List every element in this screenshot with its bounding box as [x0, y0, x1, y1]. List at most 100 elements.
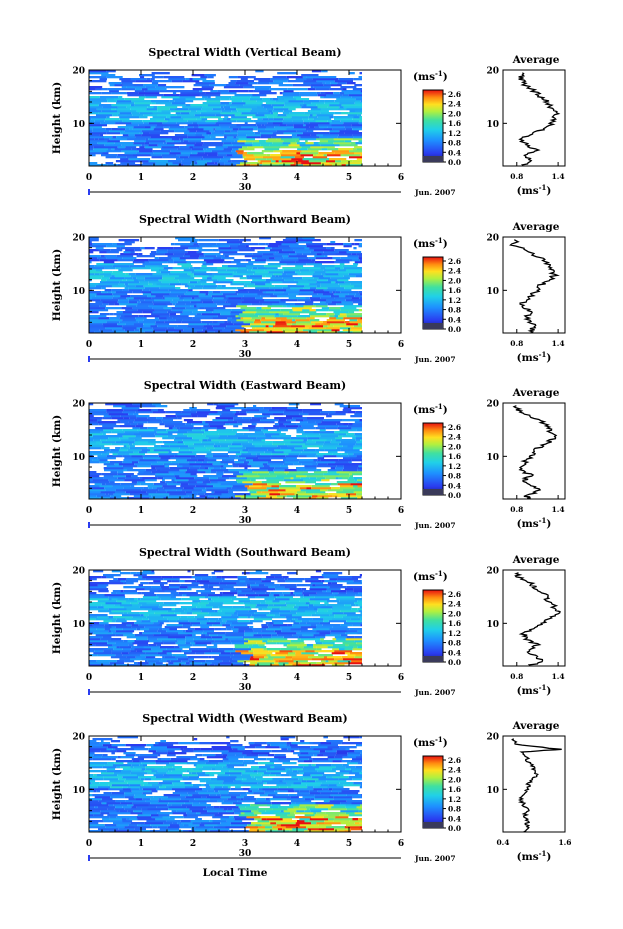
heatmap-cell [188, 830, 195, 833]
heatmap-cell [207, 277, 212, 280]
heatmap-cell [89, 297, 92, 300]
heatmap-cell [141, 658, 155, 661]
heatmap-cell [188, 108, 202, 111]
heatmap-cell [89, 76, 107, 79]
heatmap-cell [355, 443, 362, 446]
heatmap-cell [127, 449, 142, 452]
heatmap-cell [349, 814, 362, 817]
heatmap-cell [209, 774, 215, 777]
heatmap-cell [333, 798, 353, 801]
heatmap-cell [297, 792, 310, 795]
heatmap-cell [160, 614, 177, 617]
heatmap-cell [155, 776, 170, 779]
heatmap-cell [280, 493, 295, 496]
heatmap-cell [119, 646, 132, 649]
average-y-tick-label: 20 [486, 234, 499, 244]
heatmap-cell [126, 624, 132, 627]
heatmap-cell [176, 122, 193, 125]
heatmap-cell [89, 245, 107, 248]
heatmap-cell [270, 78, 289, 81]
heatmap-cell [219, 608, 239, 611]
heatmap-cell [253, 120, 270, 123]
panel-title: Spectral Width (Northward Beam) [139, 213, 351, 226]
heatmap-cell [258, 644, 265, 647]
heatmap-cell [267, 463, 284, 466]
heatmap-cell [151, 463, 164, 466]
heatmap-cell [272, 826, 286, 829]
colorbar-tick-label: 1.2 [448, 462, 461, 471]
heatmap-cell [311, 822, 317, 825]
heatmap-cell [89, 764, 105, 767]
heatmap-cell [131, 624, 139, 627]
heatmap-cell [256, 307, 262, 310]
heatmap-cell [143, 646, 160, 649]
heatmap-cell [317, 459, 321, 462]
heatmap-cell [304, 760, 313, 763]
heatmap-cell [326, 604, 345, 607]
heatmap-cell [89, 784, 109, 787]
heatmap-cell [351, 660, 362, 663]
heatmap-cell [207, 439, 212, 442]
heatmap-cell [339, 485, 353, 488]
heatmap-cell [347, 479, 355, 482]
heatmap-cell [127, 640, 135, 643]
heatmap-cell [134, 249, 142, 252]
heatmap-cell [127, 782, 148, 785]
heatmap-cell [136, 148, 153, 151]
heatmap-cell [305, 124, 318, 127]
heatmap-cell [335, 439, 355, 442]
heatmap-cell [345, 162, 361, 165]
heatmap-cell [116, 100, 125, 103]
heatmap-cell [209, 479, 226, 482]
heatmap-cell [304, 431, 314, 434]
heatmap-cell [144, 331, 155, 334]
heatmap-cell [129, 128, 133, 131]
heatmap-cell [308, 257, 316, 260]
heatmap-cell [191, 772, 197, 775]
heatmap-cell [247, 285, 258, 288]
heatmap-cell [297, 315, 311, 318]
heatmap-cell [235, 465, 239, 468]
heatmap-cell [240, 497, 259, 500]
heatmap-cell [222, 624, 231, 627]
x-tick-label: 3 [242, 340, 248, 350]
heatmap-cell [276, 596, 293, 599]
colorbar-tick-label: 2.0 [448, 442, 461, 451]
heatmap-cell [105, 307, 122, 310]
heatmap-cell [315, 455, 320, 458]
heatmap-cell [205, 772, 225, 775]
heatmap-cell [274, 126, 294, 129]
heatmap-cell [343, 154, 361, 157]
heatmap-cell [135, 319, 144, 322]
average-x-tick-label: 0.8 [510, 672, 523, 681]
heatmap-cell [329, 796, 334, 799]
heatmap-cell [112, 329, 125, 332]
heatmap-cell [227, 160, 232, 163]
heatmap-cell [182, 774, 198, 777]
heatmap-cell [331, 790, 342, 793]
heatmap-cell [126, 86, 146, 89]
heatmap-cell [105, 156, 117, 159]
heatmap-cell [335, 411, 348, 414]
heatmap-cell [274, 586, 285, 589]
heatmap-cell [187, 628, 195, 631]
heatmap-cell [131, 770, 145, 773]
heatmap-cell [156, 806, 169, 809]
heatmap-cell [259, 92, 277, 95]
heatmap-cell [290, 628, 308, 631]
heatmap-cell [274, 315, 280, 318]
heatmap-cell [214, 786, 223, 789]
heatmap-cell [131, 764, 140, 767]
heatmap-cell [169, 634, 188, 637]
heatmap-cell [120, 447, 130, 450]
heatmap-cell [345, 295, 355, 298]
heatmap-cell [172, 162, 182, 165]
heatmap-cell [267, 245, 279, 248]
heatmap-cell [329, 158, 347, 161]
heatmap-cell [301, 106, 318, 109]
heatmap-cell [152, 826, 158, 829]
heatmap-cell [359, 116, 362, 119]
heatmap-cell [279, 642, 290, 645]
heatmap-cell [137, 473, 156, 476]
heatmap-cell [317, 495, 333, 498]
